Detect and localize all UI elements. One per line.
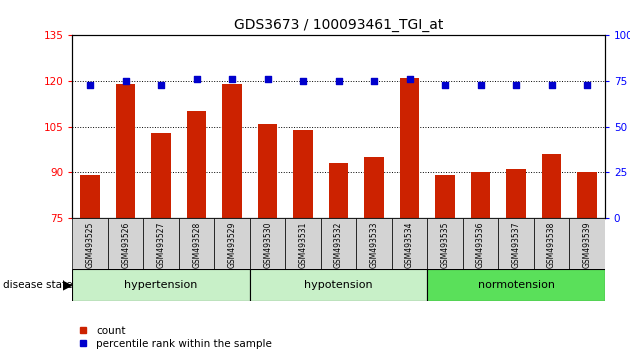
- Point: [263, 76, 273, 82]
- Text: GSM493529: GSM493529: [227, 222, 237, 268]
- Bar: [214, 218, 250, 269]
- Text: GSM493535: GSM493535: [440, 222, 450, 268]
- Bar: [116, 84, 135, 218]
- Point: [120, 78, 131, 84]
- Text: GSM493525: GSM493525: [86, 222, 94, 268]
- Point: [85, 82, 95, 87]
- Point: [404, 76, 415, 82]
- Bar: [427, 269, 605, 301]
- Text: GSM493527: GSM493527: [157, 222, 166, 268]
- Bar: [570, 218, 605, 269]
- Point: [440, 82, 450, 87]
- Bar: [294, 130, 313, 218]
- Bar: [81, 175, 100, 218]
- Point: [192, 76, 202, 82]
- Text: GSM493528: GSM493528: [192, 222, 201, 268]
- Point: [227, 76, 237, 82]
- Bar: [258, 124, 277, 218]
- Text: normotension: normotension: [478, 280, 554, 290]
- Point: [156, 82, 166, 87]
- Bar: [507, 169, 526, 218]
- Bar: [250, 269, 427, 301]
- Text: GSM493534: GSM493534: [405, 222, 414, 268]
- Bar: [72, 269, 250, 301]
- Bar: [144, 218, 179, 269]
- Bar: [364, 157, 384, 218]
- Bar: [285, 218, 321, 269]
- Text: GSM493537: GSM493537: [512, 222, 520, 268]
- Point: [476, 82, 486, 87]
- Text: GSM493532: GSM493532: [334, 222, 343, 268]
- Text: GSM493530: GSM493530: [263, 222, 272, 268]
- Point: [333, 78, 343, 84]
- Bar: [400, 78, 420, 218]
- Bar: [222, 84, 242, 218]
- Bar: [108, 218, 144, 269]
- Text: GSM493536: GSM493536: [476, 222, 485, 268]
- Text: GSM493533: GSM493533: [370, 222, 379, 268]
- Bar: [463, 218, 498, 269]
- Text: GSM493538: GSM493538: [547, 222, 556, 268]
- Text: ▶: ▶: [63, 279, 73, 291]
- Bar: [329, 163, 348, 218]
- Legend: count, percentile rank within the sample: count, percentile rank within the sample: [77, 326, 272, 349]
- Title: GDS3673 / 100093461_TGI_at: GDS3673 / 100093461_TGI_at: [234, 18, 444, 32]
- Bar: [471, 172, 490, 218]
- Text: hypotension: hypotension: [304, 280, 373, 290]
- Text: GSM493526: GSM493526: [121, 222, 130, 268]
- Text: GSM493539: GSM493539: [583, 222, 592, 268]
- Point: [511, 82, 521, 87]
- Bar: [250, 218, 285, 269]
- Text: disease state: disease state: [3, 280, 72, 290]
- Bar: [542, 154, 561, 218]
- Bar: [321, 218, 357, 269]
- Bar: [427, 218, 463, 269]
- Bar: [187, 112, 207, 218]
- Bar: [357, 218, 392, 269]
- Point: [369, 78, 379, 84]
- Bar: [534, 218, 570, 269]
- Text: hypertension: hypertension: [125, 280, 198, 290]
- Bar: [577, 172, 597, 218]
- Point: [582, 82, 592, 87]
- Bar: [435, 175, 455, 218]
- Point: [298, 78, 308, 84]
- Point: [546, 82, 557, 87]
- Bar: [72, 218, 108, 269]
- Bar: [392, 218, 427, 269]
- Bar: [179, 218, 214, 269]
- Bar: [151, 133, 171, 218]
- Text: GSM493531: GSM493531: [299, 222, 307, 268]
- Bar: [498, 218, 534, 269]
